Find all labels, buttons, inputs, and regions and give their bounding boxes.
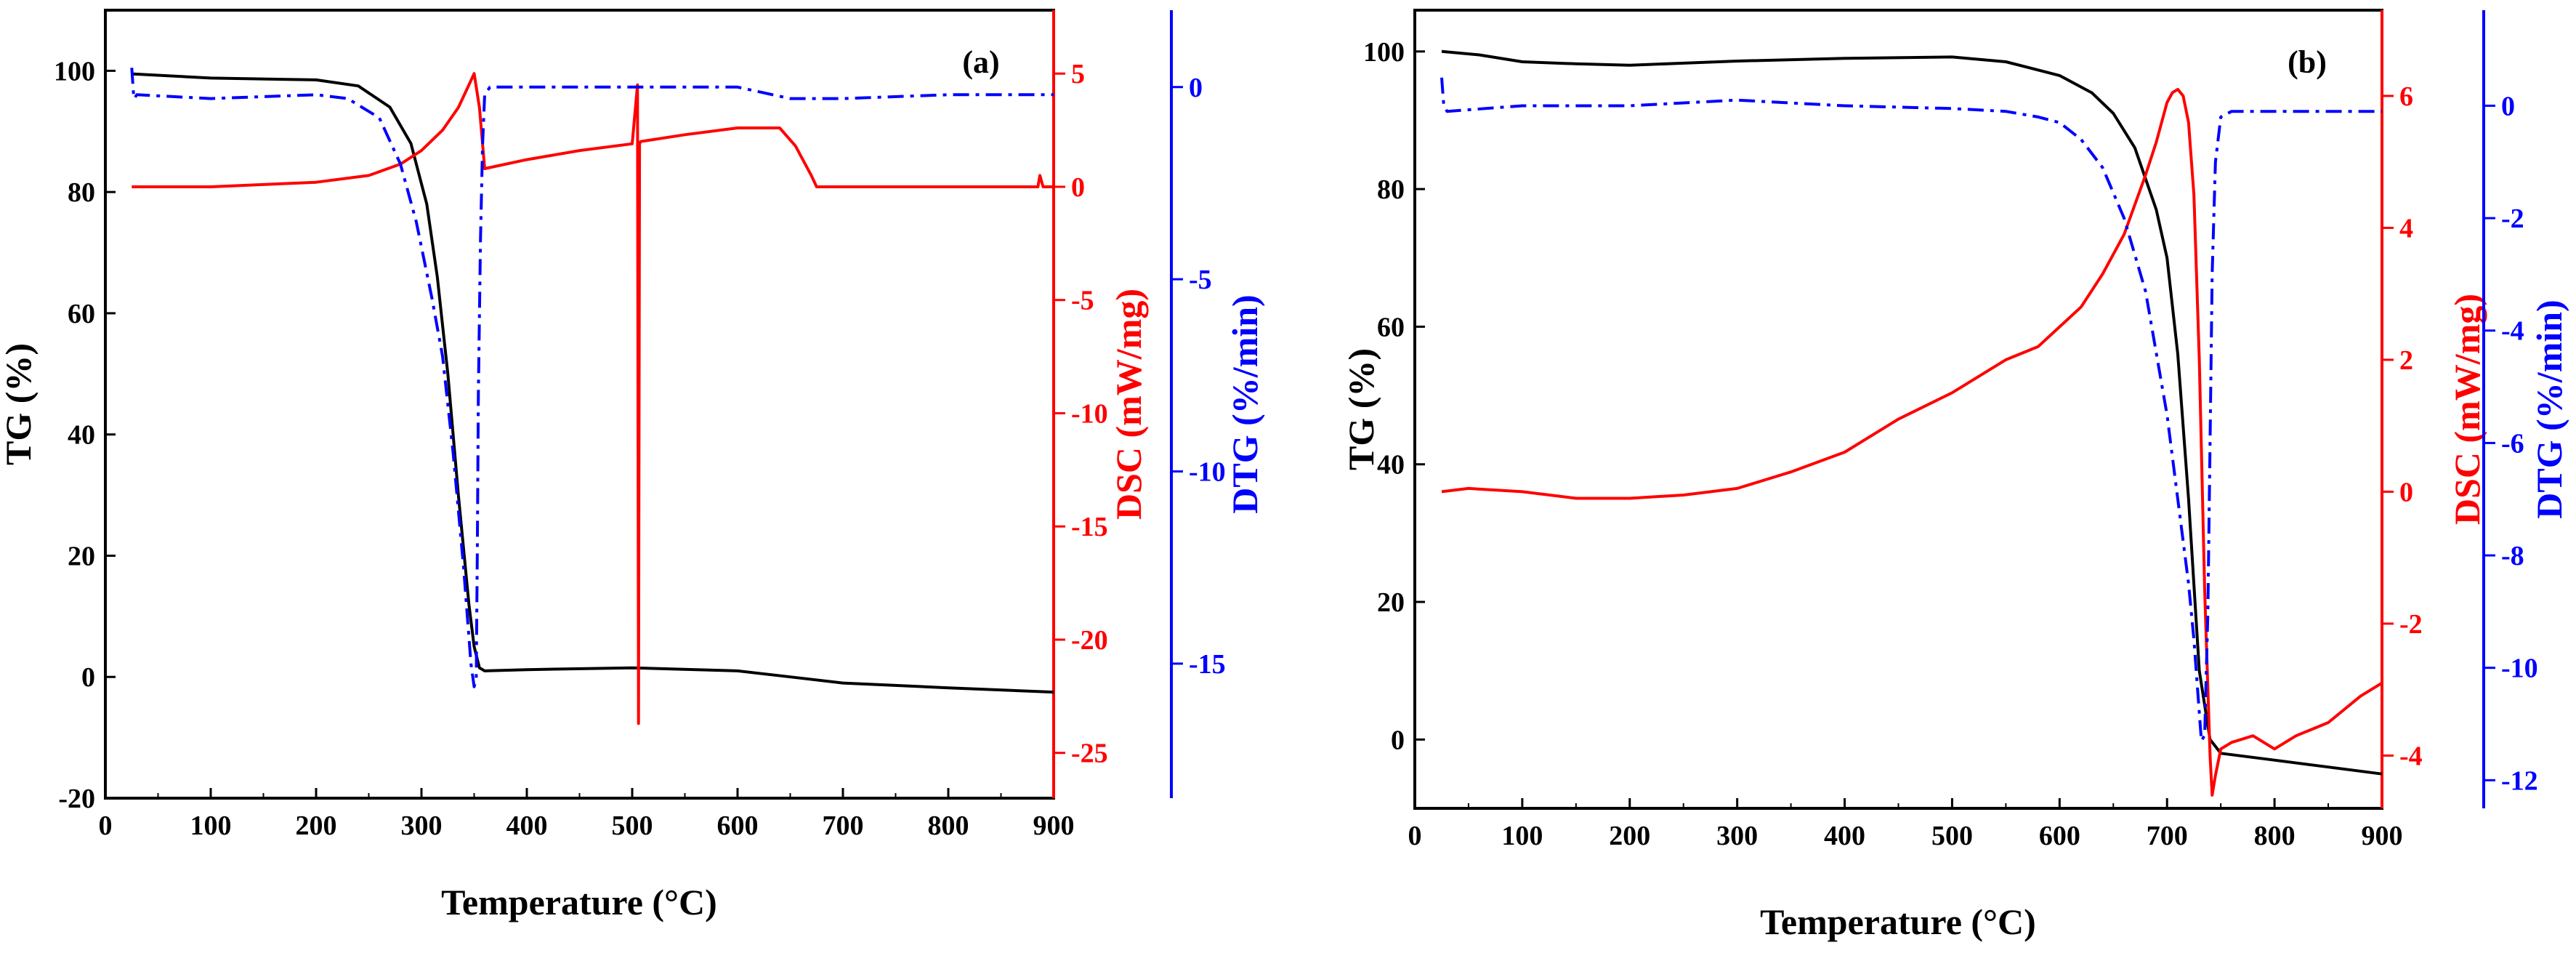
x-tick-label: 600 — [717, 811, 759, 841]
tg-tick-label: 20 — [1377, 587, 1405, 618]
x-tick-label: 100 — [190, 811, 232, 841]
tg-tick-label: 40 — [1377, 450, 1405, 480]
panel-b: 0 100 200 300 400 500 600 700 800 900Temperature … — [1341, 9, 2569, 942]
dsc-axis-label: DSC (mW/mg) — [1108, 289, 1149, 520]
x-tick-label: 200 — [1609, 821, 1650, 851]
x-tick-label: 800 — [2254, 821, 2296, 851]
tg-tick-label: 60 — [68, 299, 95, 329]
series-line-dtg — [1440, 77, 2382, 743]
dtg-tick-label: -15 — [1189, 649, 1226, 680]
dtg-tick-label: -2 — [2501, 204, 2524, 234]
dsc-tick-label: -25 — [1071, 739, 1108, 769]
x-tick-label: 300 — [1716, 821, 1758, 851]
tg-tick-label: 80 — [1377, 174, 1405, 205]
dsc-tick-label: 0 — [1071, 172, 1085, 203]
x-tick-label: 0 — [1408, 821, 1422, 851]
x-tick-label: 0 — [99, 811, 113, 841]
x-axis-label: Temperature (°C) — [1760, 901, 2036, 942]
tg-axis-label: TG (%) — [1341, 348, 1381, 470]
x-tick-label: 100 — [1501, 821, 1543, 851]
x-tick-label: 900 — [2362, 821, 2403, 851]
x-tick-label: 600 — [2039, 821, 2080, 851]
dsc-tick-label: -10 — [1071, 398, 1108, 429]
x-axis-label: Temperature (°C) — [441, 882, 717, 922]
x-tick-label: 900 — [1033, 811, 1075, 841]
panel-a: 0 100 200 300 400 500 600 700 800 900Temperature … — [0, 9, 1265, 922]
dtg-tick-label: -12 — [2501, 765, 2538, 796]
dtg-tick-label: -4 — [2501, 316, 2524, 347]
dtg-tick-label: -6 — [2501, 428, 2524, 459]
dtg-axis-label: DTG (%/min) — [2529, 299, 2569, 518]
dsc-tick-label: 2 — [2399, 345, 2413, 376]
series-line-dsc — [132, 72, 1054, 725]
x-tick-label: 400 — [1824, 821, 1865, 851]
dsc-tick-label: -2 — [2399, 609, 2423, 640]
x-tick-label: 500 — [1931, 821, 1973, 851]
dtg-tick-label: -5 — [1189, 265, 1212, 295]
tg-tick-label: 60 — [1377, 312, 1405, 342]
tg-tick-label: 20 — [68, 541, 95, 571]
series-line-tg — [132, 72, 1054, 694]
dsc-tick-label: 5 — [1071, 59, 1085, 89]
dsc-tick-label: -4 — [2399, 741, 2423, 771]
series-line-tg — [1441, 49, 2383, 776]
tg-tick-label: 100 — [1363, 37, 1405, 68]
tg-tick-label: 0 — [1391, 725, 1405, 755]
x-tick-label: 500 — [612, 811, 653, 841]
dtg-tick-label: -10 — [2501, 654, 2538, 684]
panel-label: (a) — [962, 44, 999, 80]
dsc-tick-label: 4 — [2399, 213, 2413, 244]
tg-tick-label: 100 — [54, 56, 95, 87]
dsc-tick-label: 0 — [2399, 477, 2413, 507]
tg-tick-label: 80 — [68, 177, 95, 208]
dsc-tick-label: -20 — [1071, 625, 1108, 656]
x-tick-label: 300 — [401, 811, 443, 841]
dtg-tick-label: -8 — [2501, 541, 2524, 571]
dtg-tick-label: 0 — [2501, 91, 2515, 121]
dtg-axis-label: DTG (%/min) — [1224, 294, 1265, 513]
series-line-dsc — [1441, 87, 2383, 797]
panel-label: (b) — [2288, 44, 2327, 80]
tg-tick-label: 0 — [81, 662, 95, 693]
tg-tick-label: 40 — [68, 420, 95, 451]
series-line-dtg — [130, 68, 1054, 688]
tg-tick-label: -20 — [58, 784, 95, 814]
dsc-tick-label: -15 — [1071, 512, 1108, 542]
dtg-tick-label: -10 — [1189, 457, 1226, 488]
x-tick-label: 400 — [506, 811, 548, 841]
x-tick-label: 700 — [823, 811, 864, 841]
dsc-axis-label: DSC (mW/mg) — [2447, 294, 2487, 525]
x-tick-label: 800 — [928, 811, 969, 841]
dsc-tick-label: 6 — [2399, 81, 2413, 112]
plot-frame — [104, 9, 1055, 800]
x-tick-label: 200 — [296, 811, 337, 841]
tg-axis-label: TG (%) — [0, 343, 39, 465]
dtg-tick-label: 0 — [1189, 73, 1203, 103]
x-tick-label: 700 — [2147, 821, 2188, 851]
dsc-tick-label: -5 — [1071, 286, 1094, 316]
plot-frame — [1413, 9, 2383, 810]
